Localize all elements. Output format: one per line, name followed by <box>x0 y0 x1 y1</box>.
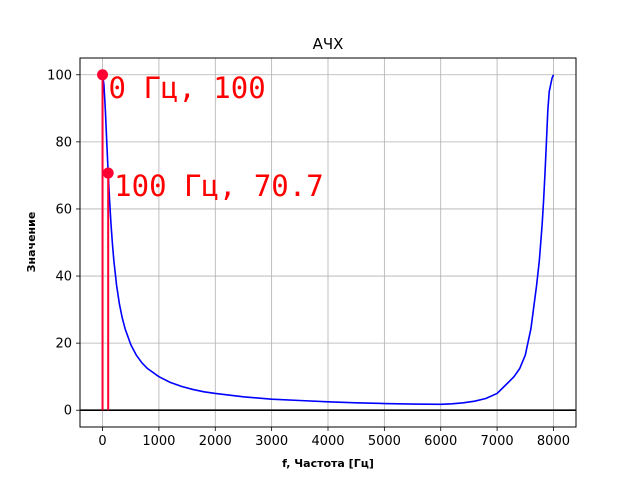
y-tick-label: 80 <box>55 135 72 150</box>
x-tick-label: 2000 <box>199 434 232 449</box>
grid <box>80 58 576 427</box>
series-layer <box>80 74 576 412</box>
marker-annotation: 100 Гц, 70.7 <box>114 169 324 203</box>
ticks: 0 1000 2000 3000 4000 5000 6000 7000 8000 0 20 40 60… <box>47 68 570 449</box>
y-tick-label: 100 <box>47 68 72 83</box>
marker-point <box>97 69 109 81</box>
y-axis-label: Значение <box>25 212 38 273</box>
marker-annotation: 0 Гц, 100 <box>109 71 266 105</box>
y-tick-label: 60 <box>55 202 72 217</box>
x-tick-label: 1000 <box>142 434 175 449</box>
x-tick-label: 4000 <box>311 434 344 449</box>
x-tick-label: 7000 <box>481 434 514 449</box>
chart-title: АЧХ <box>313 35 344 53</box>
markers-layer: 0 Гц, 100 100 Гц, 70.7 <box>97 69 324 411</box>
x-tick-label: 5000 <box>368 434 401 449</box>
x-tick-label: 3000 <box>255 434 288 449</box>
x-tick-label: 0 <box>98 434 106 449</box>
y-tick-label: 40 <box>55 270 72 285</box>
x-tick-label: 8000 <box>537 434 570 449</box>
marker-point <box>102 167 114 179</box>
y-tick-label: 20 <box>55 337 72 352</box>
y-tick-label: 0 <box>64 404 72 419</box>
series-line <box>101 74 555 406</box>
x-tick-label: 6000 <box>424 434 457 449</box>
x-axis-label: f, Частота [Гц] <box>282 457 374 470</box>
